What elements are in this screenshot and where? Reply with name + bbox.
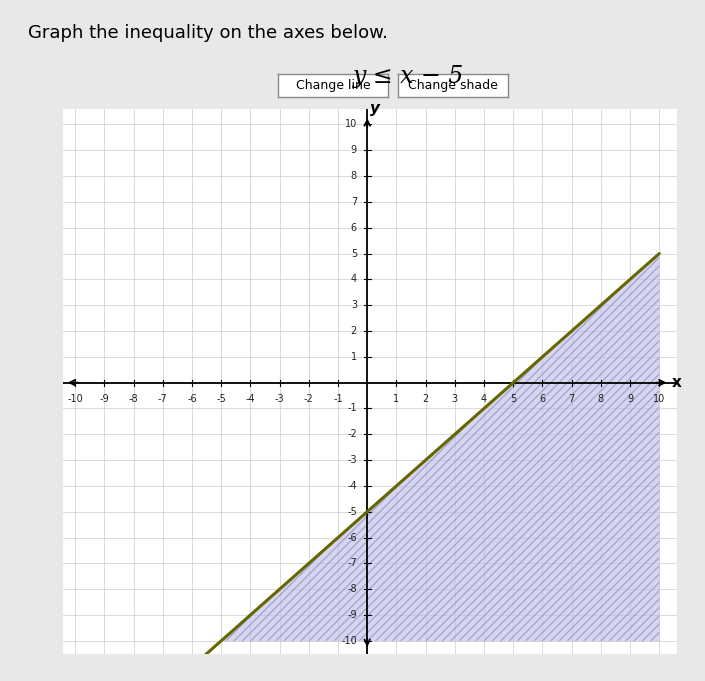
Text: -6: -6 <box>348 533 357 543</box>
Text: -5: -5 <box>216 394 226 405</box>
Text: Change shade: Change shade <box>408 79 498 92</box>
Text: 8: 8 <box>351 171 357 181</box>
Text: -3: -3 <box>275 394 284 405</box>
Text: 4: 4 <box>351 274 357 285</box>
Text: -9: -9 <box>99 394 109 405</box>
Text: 2: 2 <box>422 394 429 405</box>
Text: -6: -6 <box>187 394 197 405</box>
Text: 3: 3 <box>452 394 458 405</box>
Text: 6: 6 <box>539 394 546 405</box>
Text: -8: -8 <box>348 584 357 595</box>
Text: -3: -3 <box>348 455 357 465</box>
Text: y: y <box>369 101 379 116</box>
Text: 1: 1 <box>393 394 400 405</box>
Text: -10: -10 <box>341 636 357 646</box>
Text: -2: -2 <box>304 394 314 405</box>
Text: 10: 10 <box>345 119 357 129</box>
Text: Change line: Change line <box>296 79 370 92</box>
Text: -7: -7 <box>158 394 168 405</box>
Text: -5: -5 <box>348 507 357 517</box>
Text: 5: 5 <box>510 394 516 405</box>
Text: y ≤ x − 5: y ≤ x − 5 <box>353 65 465 88</box>
Text: x: x <box>672 375 682 390</box>
Text: 7: 7 <box>350 197 357 207</box>
Text: 6: 6 <box>351 223 357 233</box>
Text: -7: -7 <box>348 558 357 569</box>
Text: -8: -8 <box>129 394 138 405</box>
Text: -4: -4 <box>348 481 357 491</box>
Text: 2: 2 <box>350 326 357 336</box>
Text: Graph the inequality on the axes below.: Graph the inequality on the axes below. <box>28 24 388 42</box>
Text: -2: -2 <box>348 429 357 439</box>
Text: 4: 4 <box>481 394 487 405</box>
Text: 9: 9 <box>627 394 633 405</box>
Text: -1: -1 <box>348 403 357 413</box>
Text: 9: 9 <box>351 145 357 155</box>
Text: 10: 10 <box>653 394 666 405</box>
Text: 3: 3 <box>351 300 357 310</box>
Text: 5: 5 <box>350 249 357 259</box>
Text: -4: -4 <box>245 394 255 405</box>
Text: -10: -10 <box>67 394 83 405</box>
Text: -1: -1 <box>333 394 343 405</box>
Text: 8: 8 <box>598 394 604 405</box>
Text: 1: 1 <box>351 352 357 362</box>
Text: -9: -9 <box>348 610 357 620</box>
Text: 7: 7 <box>568 394 575 405</box>
